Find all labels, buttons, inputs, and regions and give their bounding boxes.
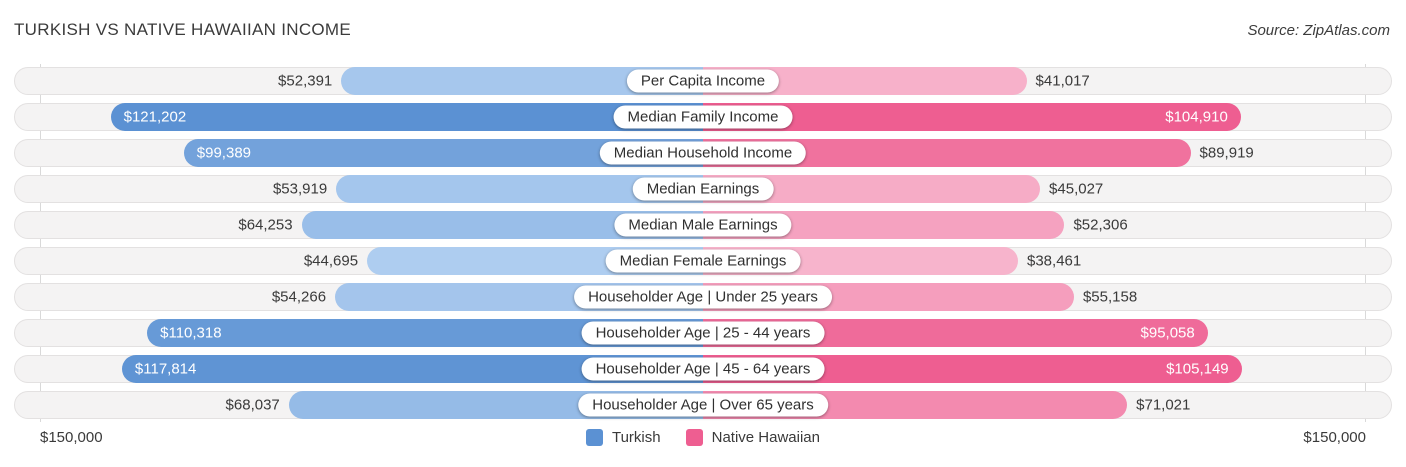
- axis-max-label-right: $150,000: [1303, 429, 1366, 446]
- chart-row: $54,266 $55,158 Householder Age | Under 25…: [14, 283, 1392, 311]
- category-label: Median Male Earnings: [614, 213, 792, 237]
- chart-row: $64,253 $52,306 Median Male Earnings: [14, 211, 1392, 239]
- diverging-bar-chart: $52,391 $41,017 Per Capita Income $121,202 $…: [14, 64, 1392, 422]
- bar-value-label: $105,149: [1166, 360, 1229, 378]
- bar-value-label: $44,695: [303, 252, 359, 270]
- bar-value-label: $52,391: [278, 72, 333, 90]
- bar-value-label: $104,910: [1165, 108, 1228, 126]
- bar-value-label: $95,058: [1140, 324, 1195, 342]
- chart-row: $99,389 $89,919 Median Household Income: [14, 139, 1392, 167]
- category-label: Householder Age | 45 - 64 years: [581, 357, 825, 381]
- source-credit: Source: ZipAtlas.com: [1247, 22, 1390, 39]
- legend: Turkish Native Hawaiian: [200, 429, 1206, 446]
- bar-value-label: $45,027: [1049, 180, 1104, 198]
- native-hawaiian-bar: $104,910: [703, 103, 1241, 131]
- category-label: Householder Age | Under 25 years: [574, 285, 832, 309]
- bar-value-label: $64,253: [238, 216, 293, 234]
- legend-swatch-native-hawaiian: [685, 429, 703, 446]
- axis-max-label-left: $150,000: [40, 429, 103, 446]
- category-label: Householder Age | Over 65 years: [578, 393, 828, 417]
- category-label: Householder Age | 25 - 44 years: [581, 321, 825, 345]
- legend-label-native-hawaiian: Native Hawaiian: [711, 429, 820, 446]
- chart-row: $52,391 $41,017 Per Capita Income: [14, 67, 1392, 95]
- bar-value-label: $121,202: [123, 108, 187, 126]
- bar-value-label: $38,461: [1027, 252, 1082, 270]
- bar-value-label: $117,814: [134, 360, 197, 378]
- bar-value-label: $41,017: [1035, 72, 1090, 90]
- legend-label-turkish: Turkish: [611, 429, 661, 446]
- bar-value-label: $110,318: [160, 324, 222, 342]
- legend-swatch-turkish: [585, 429, 603, 446]
- chart-row: $117,814 $105,149 Householder Age | 45 - 6…: [14, 355, 1392, 383]
- category-label: Median Household Income: [599, 141, 807, 165]
- chart-row: $53,919 $45,027 Median Earnings: [14, 175, 1392, 203]
- bar-value-label: $53,919: [272, 180, 328, 198]
- bar-value-label: $71,021: [1136, 396, 1191, 414]
- bar-value-label: $54,266: [271, 288, 327, 306]
- category-label: Median Earnings: [632, 177, 774, 201]
- chart-row: $110,318 $95,058 Householder Age | 25 - 44…: [14, 319, 1392, 347]
- chart-row: $68,037 $71,021 Householder Age | Over 65 …: [14, 391, 1392, 419]
- turkish-bar: $121,202: [110, 103, 703, 131]
- bar-value-label: $99,389: [196, 144, 252, 162]
- bar-value-label: $89,919: [1199, 144, 1254, 162]
- axis-gridline-right: [1365, 64, 1366, 422]
- chart-row: $44,695 $38,461 Median Female Earnings: [14, 247, 1392, 275]
- bar-value-label: $68,037: [225, 396, 280, 414]
- bar-value-label: $52,306: [1073, 216, 1128, 234]
- bar-value-label: $55,158: [1082, 288, 1138, 306]
- chart-footer: $150,000 Turkish Native Hawaiian $150,00…: [0, 429, 1406, 446]
- chart-header: TURKISH VS NATIVE HAWAIIAN INCOME Source…: [0, 0, 1406, 40]
- chart-row: $121,202 $104,910 Median Family Income: [14, 103, 1392, 131]
- category-label: Median Female Earnings: [605, 249, 801, 273]
- category-label: Per Capita Income: [626, 69, 780, 93]
- axis-gridline-left: [40, 64, 41, 422]
- page-title: TURKISH VS NATIVE HAWAIIAN INCOME: [14, 20, 352, 39]
- category-label: Median Family Income: [613, 105, 793, 129]
